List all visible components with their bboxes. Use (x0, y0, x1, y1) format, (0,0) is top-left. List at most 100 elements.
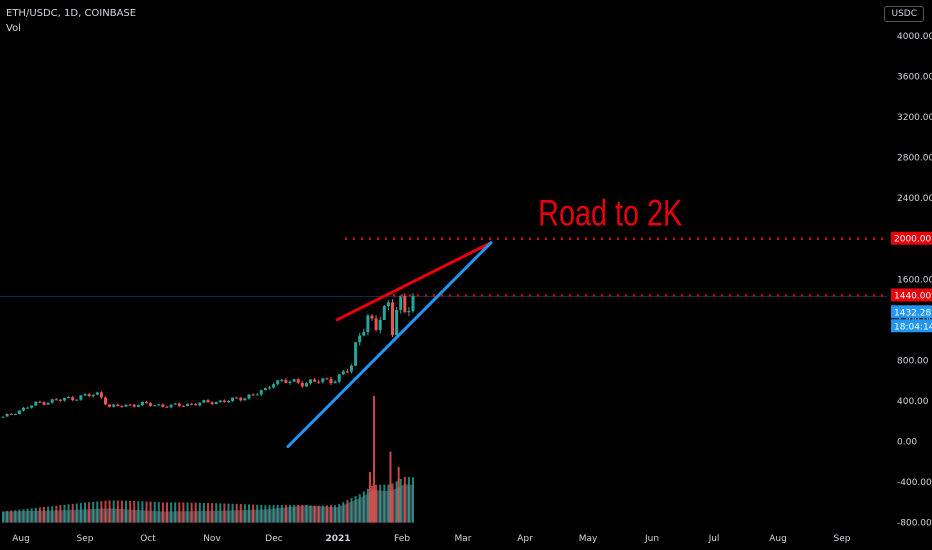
candle-body (370, 315, 374, 319)
volume-bar (350, 498, 353, 523)
candle-body (214, 401, 218, 405)
volume-bar (256, 504, 259, 523)
volume-bar (149, 501, 152, 523)
volume-bar (264, 505, 267, 523)
x-tick-label: Apr (517, 534, 533, 544)
volume-bar (284, 504, 287, 523)
candle-body (329, 378, 333, 384)
candle-body (296, 379, 300, 383)
candle-body (63, 397, 66, 401)
x-tick-label: Sep (834, 534, 851, 544)
volume-bar (18, 509, 21, 523)
currency-button[interactable]: USDC (884, 6, 924, 22)
candle-body (263, 388, 267, 391)
volume-bar (133, 500, 136, 523)
candle-body (288, 381, 292, 384)
x-tick-label: Dec (265, 534, 282, 544)
x-tick-label: Mar (455, 534, 472, 544)
candle-body (321, 378, 325, 383)
candle-body (26, 407, 30, 409)
candle-body (317, 381, 321, 383)
volume-bar (399, 479, 402, 523)
volume-bar (407, 477, 410, 523)
candle-body (337, 374, 341, 382)
candle-body (259, 390, 263, 395)
candle-body (153, 405, 157, 407)
candle-body (173, 403, 177, 405)
volume-bar (84, 502, 86, 523)
volume-bar (96, 501, 99, 523)
candle-body (268, 387, 271, 389)
y-tick-label: -800.00 (897, 519, 932, 529)
candle-body (378, 319, 382, 331)
volume-bar (297, 504, 300, 523)
price-tag-label: 2000.00 (894, 235, 931, 245)
volume-bar (260, 505, 263, 523)
volume-spike (389, 451, 392, 523)
volume-bar (79, 503, 82, 523)
candle-body (99, 392, 103, 398)
candle-body (341, 371, 345, 375)
x-tick-label: Nov (203, 534, 221, 544)
volume-bar (6, 511, 9, 523)
candle-body (140, 401, 144, 406)
candle-body (71, 397, 75, 401)
candle-body (222, 400, 226, 403)
candle-body (243, 398, 247, 401)
candle-body (218, 400, 222, 402)
volume-bar (100, 501, 103, 523)
volume-bar (268, 505, 271, 523)
volume-bar (59, 505, 62, 523)
y-tick-label: 3200.00 (897, 113, 932, 123)
volume-bar (280, 505, 283, 523)
x-tick-label: Feb (394, 534, 410, 544)
candle-body (362, 332, 366, 336)
candle-body (333, 381, 337, 384)
volume-bar (202, 502, 205, 523)
candle-body (304, 383, 308, 387)
candle-body (13, 414, 17, 416)
volume-spike (397, 466, 400, 523)
price-tag-box (891, 319, 932, 333)
volume-bar (186, 502, 189, 523)
candle-body (112, 404, 116, 407)
candle-body (46, 402, 50, 405)
candle-body (136, 405, 140, 407)
volume-bar (207, 503, 209, 523)
x-tick-label: Jul (708, 534, 720, 544)
volume-bar (321, 505, 324, 523)
volume-bar (153, 501, 156, 523)
volume-bar (334, 505, 337, 523)
volume-bar (30, 508, 33, 523)
volume-bar (391, 483, 394, 523)
volume-bar (379, 484, 382, 523)
volume-bar (354, 496, 357, 523)
volume-bar (346, 500, 349, 523)
volume-bar (157, 502, 160, 523)
candle-body (198, 402, 202, 406)
y-tick-label: 2800.00 (897, 154, 932, 164)
y-tick-label: 400.00 (897, 397, 929, 407)
annotation-text: Road to 2K (538, 193, 682, 234)
candle-body (235, 397, 239, 399)
candle-body (181, 405, 185, 407)
volume-spike (368, 471, 371, 523)
candle-body (120, 406, 124, 408)
candle-body (313, 379, 317, 382)
candle-body (91, 394, 95, 397)
candle-body (280, 379, 284, 381)
candle-body (17, 410, 21, 415)
candle-body (345, 371, 349, 373)
candle-body (210, 402, 214, 405)
candle-body (95, 392, 99, 395)
candle-body (186, 403, 189, 407)
candle-body (366, 315, 370, 333)
price-tag-label: 18:04:14 (894, 322, 932, 332)
candle-body (194, 404, 198, 406)
volume-bar (219, 503, 222, 523)
volume-spike (373, 395, 376, 523)
candle-body (407, 311, 411, 313)
candle-body (227, 401, 230, 403)
candle-body (354, 342, 358, 366)
